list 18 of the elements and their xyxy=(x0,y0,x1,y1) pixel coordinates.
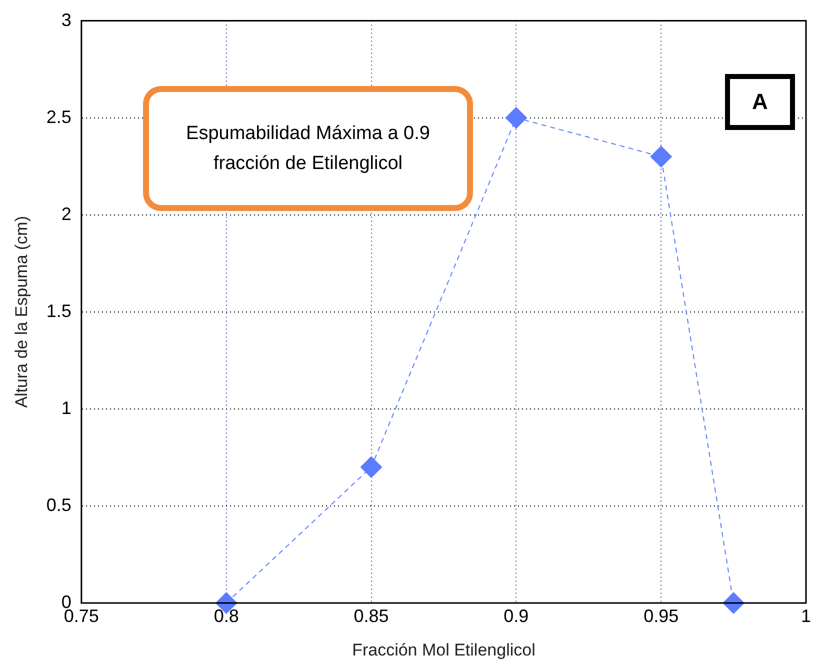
point xyxy=(505,106,528,129)
x-tick-label: 0.85 xyxy=(354,606,389,626)
x-axis-title: Fracción Mol Etilenglicol xyxy=(352,640,536,660)
y-tick-label: 2.5 xyxy=(46,106,72,127)
y-tick-label: 1 xyxy=(61,398,72,418)
point xyxy=(650,146,672,168)
y-tick-label: 2 xyxy=(61,204,72,224)
x-tick-label: 0.8 xyxy=(214,606,239,626)
x-tick-label: 0.95 xyxy=(644,606,679,626)
y-tick-label: 3 xyxy=(61,10,72,30)
y-axis-title: Altura de la Espuma (cm) xyxy=(12,216,31,408)
annotation: Espumabilidad Máxima a 0.9 fracción de Etilenglicol xyxy=(185,122,431,176)
x-tick-label: 0.9 xyxy=(504,606,529,626)
x-tick-label: 1 xyxy=(800,606,812,626)
point xyxy=(360,456,382,478)
annotation: A xyxy=(752,89,768,115)
y-tick-label: 1.5 xyxy=(46,300,72,321)
y-tick-label: 0.5 xyxy=(46,494,72,515)
